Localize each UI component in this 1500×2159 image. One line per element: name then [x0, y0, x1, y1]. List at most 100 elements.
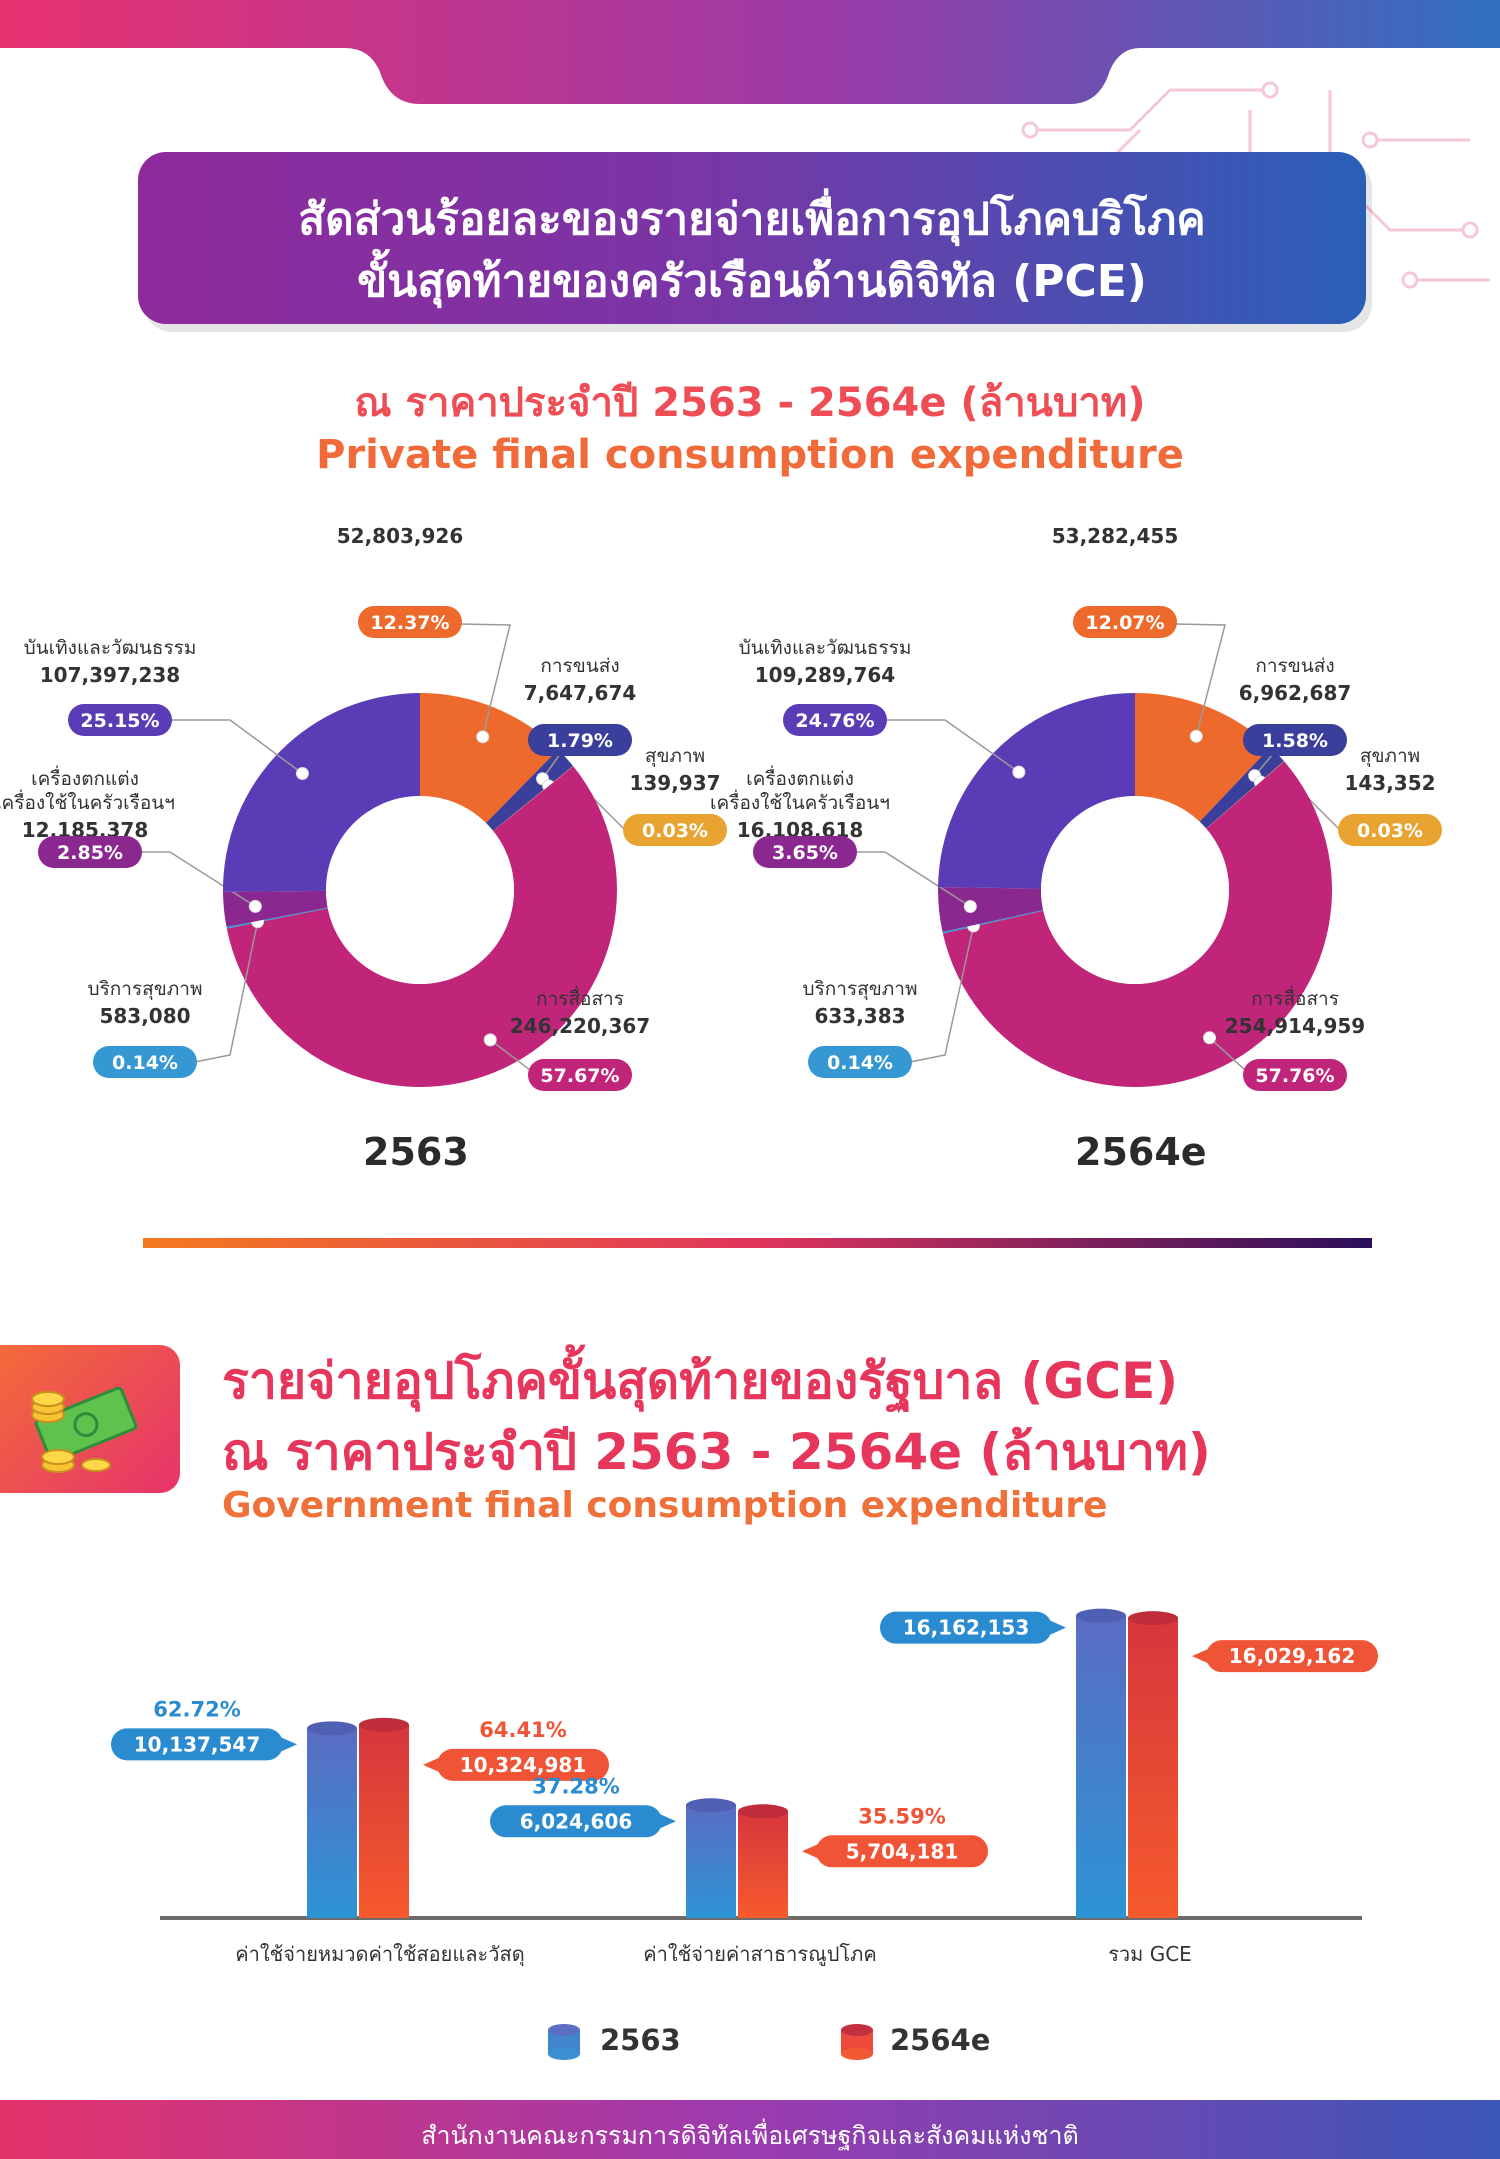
gce-bar — [1128, 1618, 1178, 1918]
gce-bar — [359, 1724, 409, 1918]
pct-badge — [623, 814, 727, 846]
legend-label-2564e: 2564e — [890, 2023, 991, 2057]
donut-slice — [485, 749, 574, 831]
gce-title-line1: รายจ่ายอุปโภคขั้นสุดท้ายของรัฐบาล (GCE) — [222, 1352, 1179, 1410]
pce-subtitle-th: ณ ราคาประจำปี 2563 - 2564e (ล้านบาท) — [354, 380, 1146, 426]
value-pointer — [1048, 1619, 1066, 1636]
donut-hole — [326, 796, 514, 984]
gce-bar-top — [1128, 1611, 1178, 1626]
pct-badge — [1338, 814, 1442, 846]
value-badge — [490, 1805, 662, 1838]
gce-bar — [1076, 1615, 1126, 1918]
pct-badge-text: 12.37% — [370, 612, 449, 634]
pct-badge — [1243, 1059, 1347, 1091]
legend-swatch-2563 — [548, 2024, 580, 2060]
slice-value: 53,282,455 — [1052, 524, 1179, 548]
gce-bar — [307, 1728, 357, 1918]
pct-badge-text: 0.03% — [1357, 820, 1423, 842]
slice-marker — [248, 899, 262, 913]
value-badge-text: 5,704,181 — [846, 1839, 959, 1863]
gce-bar-top — [359, 1717, 409, 1732]
pct-badge-text: 0.03% — [642, 820, 708, 842]
gce-category-label-1: ค่าใช้จ่ายหมวดค่าใช้สอยและวัสดุ — [235, 1942, 525, 1966]
gce-bar — [686, 1805, 736, 1918]
pct-badge-text: 3.65% — [772, 842, 838, 864]
pct-badge — [68, 704, 172, 736]
slice-value: 246,220,367 — [510, 1014, 650, 1038]
donut-slice — [938, 693, 1135, 889]
pct-badge-text: 24.76% — [795, 710, 874, 732]
pct-badge — [783, 704, 887, 736]
top-banner — [0, 0, 1500, 104]
value-badge — [437, 1748, 609, 1781]
pct-label: 35.59% — [858, 1804, 945, 1828]
legend-swatch-2564e — [841, 2024, 873, 2060]
pct-label: 62.72% — [153, 1697, 240, 1721]
money-icon — [31, 1386, 138, 1473]
slice-label: บริการทางธุรกิจและอื่น ๆ — [297, 520, 503, 521]
money-icon-block — [0, 1345, 180, 1493]
slice-label: บันเทิงและวัฒนธรรม — [739, 637, 912, 659]
leader-line — [170, 719, 303, 775]
slice-marker — [295, 767, 309, 781]
slice-value: 52,803,926 — [337, 524, 464, 548]
slice-marker — [1203, 1031, 1217, 1045]
value-badge-text: 16,029,162 — [1229, 1644, 1356, 1668]
slice-value: 109,289,764 — [755, 663, 895, 687]
slice-label: การสื่อสาร — [536, 985, 624, 1010]
pct-badge — [1073, 606, 1177, 638]
page-title-line1: สัดส่วนร้อยละของรายจ่ายเพื่อการอุปโภคบริ… — [298, 194, 1206, 245]
footer-text: สำนักงานคณะกรรมการดิจิทัลเพื่อเศรษฐกิจแล… — [421, 2121, 1079, 2150]
gce-subtitle-en: Government final consumption expenditure — [222, 1485, 1108, 1526]
slice-label: เครื่องตกแต่ง — [746, 765, 854, 790]
pct-badge — [93, 1046, 197, 1078]
slice-label: เครื่องใช้ในครัวเรือนฯ — [710, 789, 890, 814]
pct-badge — [38, 836, 142, 868]
donut-slice — [420, 693, 559, 823]
section-divider — [143, 1238, 1372, 1248]
leader-line — [885, 719, 1020, 773]
pct-badge-text: 57.76% — [1255, 1065, 1334, 1087]
slice-value: 633,383 — [814, 1004, 905, 1028]
gce-bar-top — [307, 1721, 357, 1736]
slice-value: 107,397,238 — [40, 663, 180, 687]
slice-label: การขนส่ง — [1255, 655, 1334, 677]
gce-bar — [738, 1811, 788, 1918]
pct-badge — [358, 606, 462, 638]
gce-title-line2: ณ ราคาประจำปี 2563 - 2564e (ล้านบาท) — [222, 1423, 1211, 1481]
value-badge — [1206, 1640, 1378, 1673]
gce-bar-top — [1076, 1608, 1126, 1623]
pct-label: 64.41% — [479, 1718, 566, 1742]
leader-line — [855, 851, 971, 908]
gce-category-label-3: รวม GCE — [1108, 1942, 1192, 1966]
gce-bar-top — [686, 1798, 736, 1813]
slice-label: การสื่อสาร — [1251, 985, 1339, 1010]
pce-year-2564e: 2564e — [1075, 1130, 1207, 1174]
slice-label: เครื่องตกแต่ง — [31, 765, 139, 790]
slice-value: 7,647,674 — [524, 681, 637, 705]
pct-badge — [808, 1046, 912, 1078]
donut-slice — [942, 761, 1333, 1088]
slice-value: 254,914,959 — [1225, 1014, 1365, 1038]
slice-value: 143,352 — [1344, 771, 1435, 795]
pct-badge-text: 2.85% — [57, 842, 123, 864]
page-title-line2: ขั้นสุดท้ายของครัวเรือนด้านดิจิทัล (PCE) — [357, 256, 1147, 307]
pct-badge — [753, 836, 857, 868]
slice-marker — [476, 730, 490, 744]
value-badge — [816, 1835, 988, 1868]
slice-value: 583,080 — [99, 1004, 190, 1028]
pct-badge — [1243, 724, 1347, 756]
slice-value: 139,937 — [629, 771, 720, 795]
pct-badge-text: 1.79% — [547, 730, 613, 752]
slice-marker — [1189, 729, 1203, 743]
legend-label-2563: 2563 — [600, 2023, 681, 2057]
slice-label: การขนส่ง — [540, 655, 619, 677]
slice-label: บันเทิงและวัฒนธรรม — [24, 637, 197, 659]
donut-slice — [1135, 693, 1271, 822]
slice-marker — [1012, 765, 1026, 779]
donut-slice — [226, 766, 618, 1087]
donut-slice — [938, 887, 1044, 932]
pce-year-2563: 2563 — [363, 1130, 469, 1174]
donut-2563: บริการทางธุรกิจและอื่น ๆ 52,803,926 12.37%… — [0, 520, 727, 1091]
donut-slice — [223, 890, 328, 927]
